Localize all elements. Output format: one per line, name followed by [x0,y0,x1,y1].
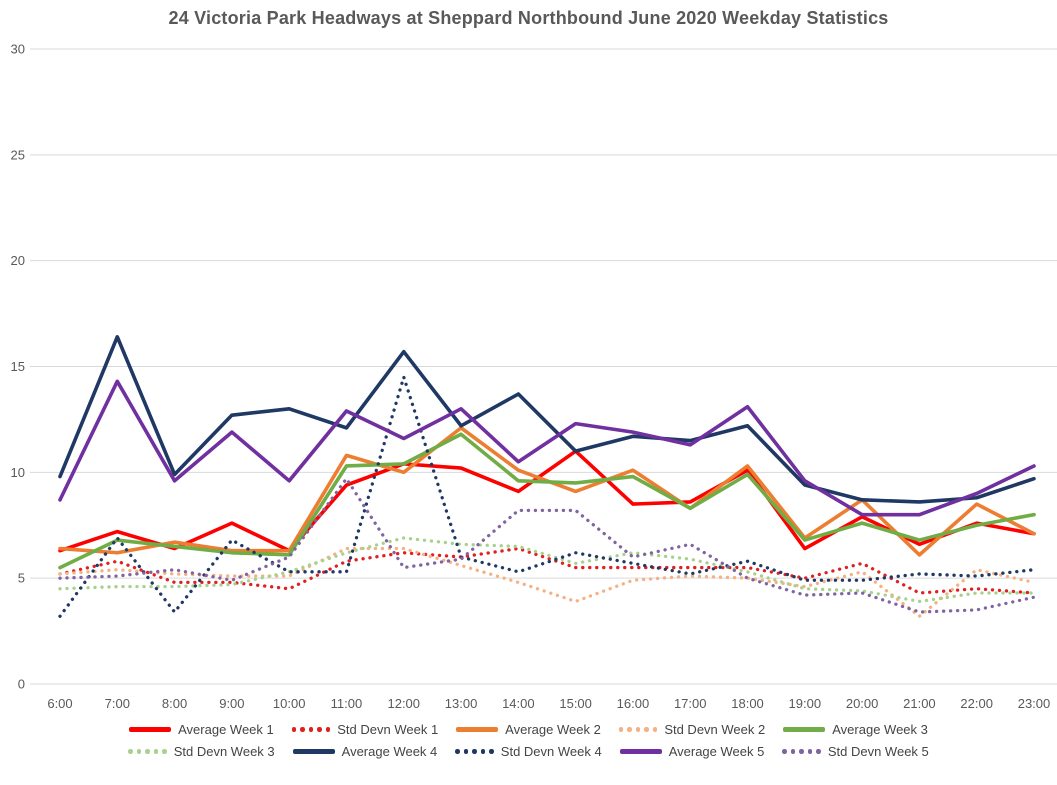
legend-item-std-devn-week-2: Std Devn Week 2 [618,722,766,737]
y-tick-15: 15 [11,359,25,374]
dotted-line-swatch-std-devn-week-4 [455,749,494,754]
series-line-std-devn-week-1 [58,546,1036,595]
dotted-line-swatch-std-devn-week-3 [128,749,167,754]
x-tick-18-00: 18:00 [731,696,764,711]
x-tick-7-00: 7:00 [105,696,130,711]
x-tick-23-00: 23:00 [1018,696,1051,711]
legend-item-std-devn-week-4: Std Devn Week 4 [455,744,602,759]
solid-line-swatch-average-week-4 [292,749,335,754]
dotted-line-swatch-std-devn-week-2 [618,727,658,732]
legend-item-average-week-3: Average Week 3 [783,722,928,737]
y-tick-30: 30 [11,42,25,57]
x-tick-13-00: 13:00 [445,696,478,711]
y-tick-10: 10 [11,465,25,480]
solid-line-swatch-average-week-1 [129,727,172,732]
x-tick-8-00: 8:00 [162,696,187,711]
legend-label-std-devn-week-5: Std Devn Week 5 [827,744,929,759]
y-tick-25: 25 [11,147,25,162]
legend-label-average-week-3: Average Week 3 [832,722,928,737]
legend-label-std-devn-week-3: Std Devn Week 3 [173,744,275,759]
series-line-std-devn-week-2 [58,546,1036,618]
series-line-average-week-4 [58,335,1036,504]
dotted-line-swatch-std-devn-week-1 [291,727,331,732]
chart-title: 24 Victoria Park Headways at Sheppard No… [168,8,889,28]
solid-line-swatch-average-week-3 [783,727,826,732]
series-line-std-devn-week-4 [58,375,1036,618]
legend-row-1: Average Week 1 Std Devn Week 1 Average Wee… [129,722,928,737]
x-tick-14-00: 14:00 [502,696,535,711]
legend-item-std-devn-week-3: Std Devn Week 3 [128,744,275,759]
solid-line-swatch-average-week-5 [619,749,662,754]
legend-item-average-week-5: Average Week 5 [619,744,765,759]
legend-item-average-week-2: Average Week 2 [456,722,601,737]
series-line-average-week-1 [58,449,1036,553]
series-line-average-week-5 [58,379,1036,517]
x-tick-6-00: 6:00 [47,696,72,711]
legend-label-std-devn-week-1: Std Devn Week 1 [337,722,439,737]
solid-line-swatch-average-week-2 [456,727,499,732]
x-tick-9-00: 9:00 [219,696,244,711]
legend-label-average-week-5: Average Week 5 [668,744,765,759]
legend-label-average-week-2: Average Week 2 [505,722,601,737]
legend-label-std-devn-week-2: Std Devn Week 2 [664,722,766,737]
y-tick-0: 0 [18,677,25,692]
x-tick-15-00: 15:00 [559,696,592,711]
plot-area: 0 5 10 15 20 25 30 6:00 7:00 8:00 9:00 10:00 11:00 12… [11,42,1057,711]
x-tick-10-00: 10:00 [273,696,306,711]
x-tick-16-00: 16:00 [617,696,650,711]
y-tick-20: 20 [11,253,25,268]
x-tick-20-00: 20:00 [846,696,879,711]
legend-item-std-devn-week-1: Std Devn Week 1 [291,722,439,737]
x-tick-21-00: 21:00 [903,696,936,711]
legend-item-std-devn-week-5: Std Devn Week 5 [782,744,929,759]
x-tick-11-00: 11:00 [331,696,363,711]
x-tick-22-00: 22:00 [960,696,993,711]
x-tick-17-00: 17:00 [674,696,707,711]
legend-label-average-week-1: Average Week 1 [178,722,274,737]
legend: Average Week 1 Std Devn Week 1 Average Wee… [0,722,1057,759]
legend-label-std-devn-week-4: Std Devn Week 4 [500,744,602,759]
legend-item-average-week-4: Average Week 4 [292,744,438,759]
legend-row-2: Std Devn Week 3 Average Week 4 Std Devn We… [128,744,929,759]
dotted-line-swatch-std-devn-week-5 [782,749,821,754]
legend-label-average-week-4: Average Week 4 [341,744,438,759]
x-tick-12-00: 12:00 [387,696,420,711]
x-tick-19-00: 19:00 [789,696,822,711]
legend-item-average-week-1: Average Week 1 [129,722,274,737]
y-tick-5: 5 [18,571,25,586]
series-line-std-devn-week-3 [58,536,1036,604]
